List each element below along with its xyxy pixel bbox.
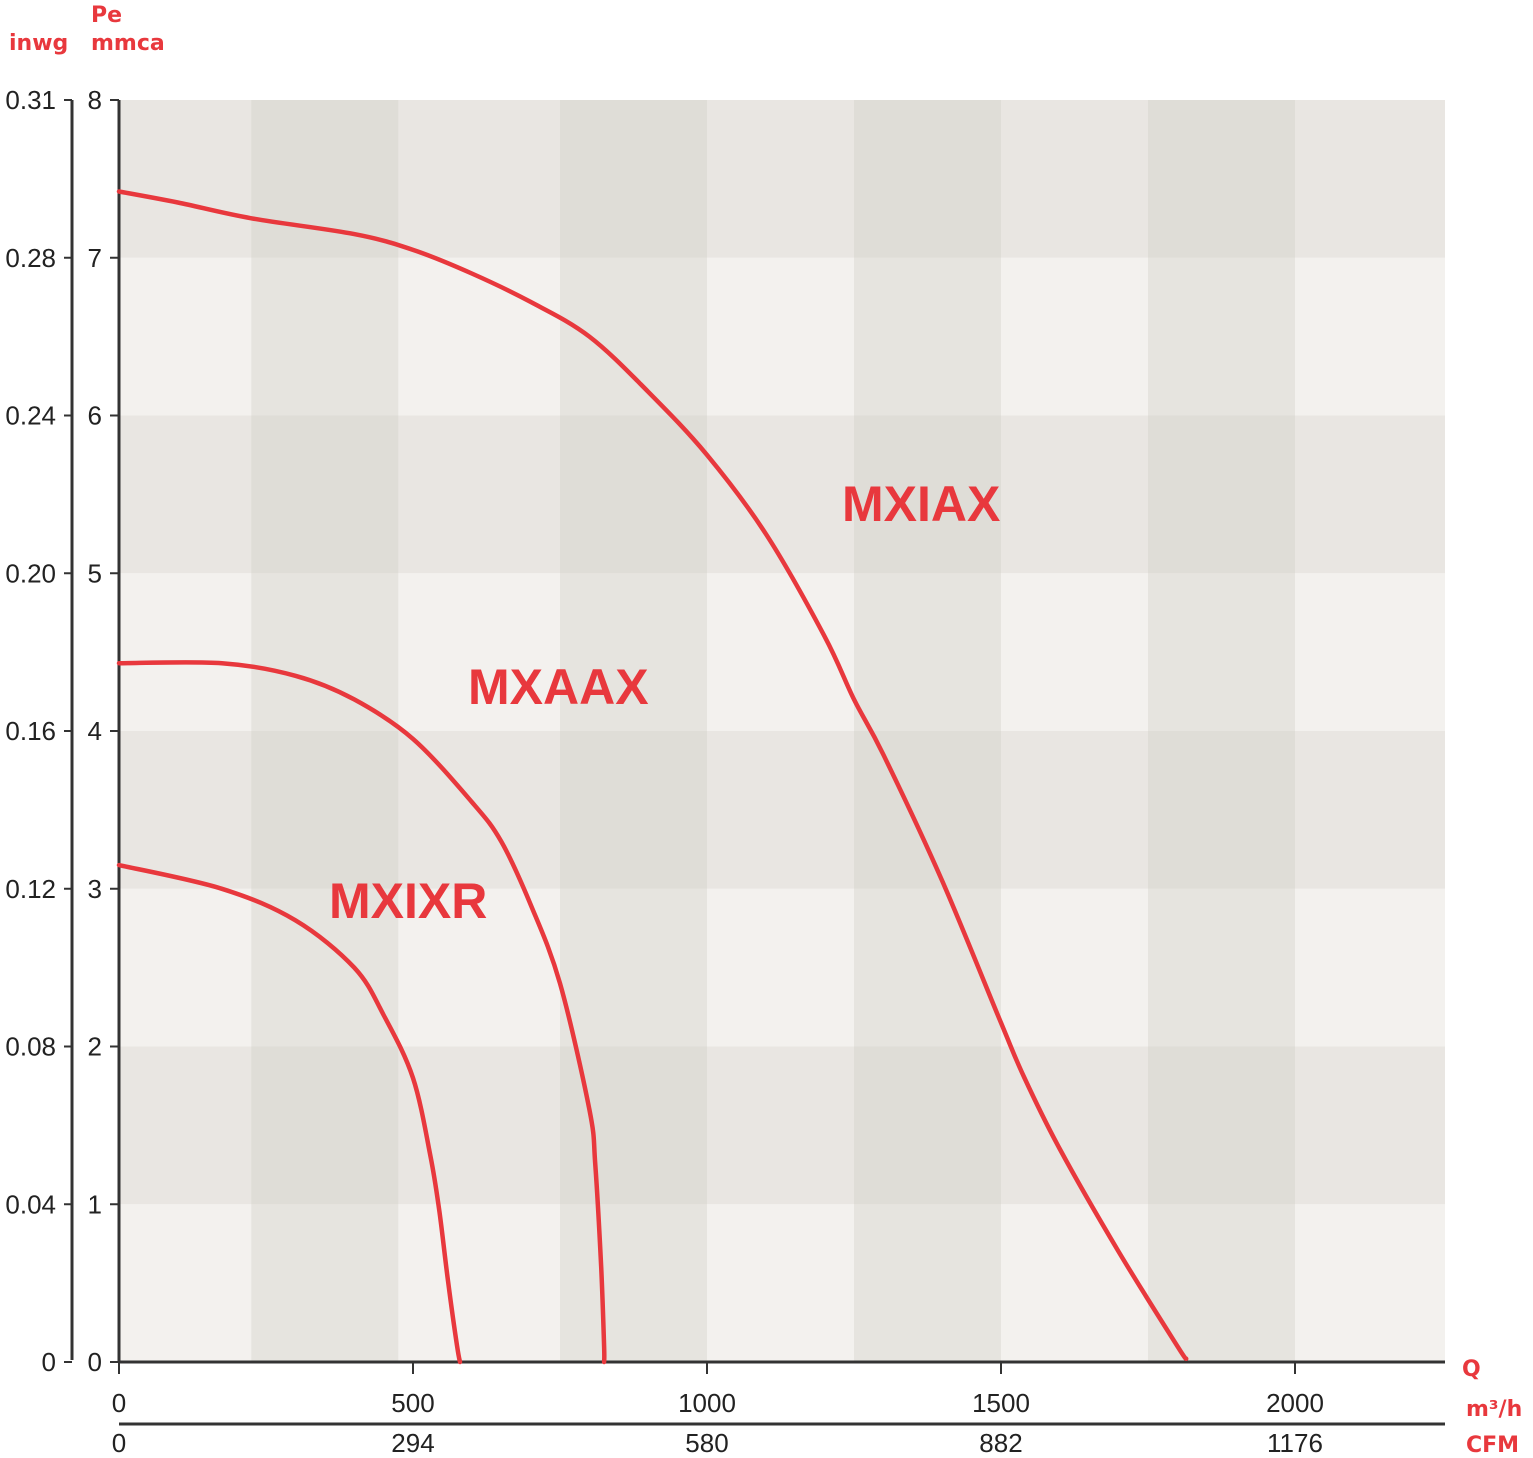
y-tick-label-mmca: 2 [88, 1032, 102, 1062]
chart-column-shading [251, 100, 1295, 1362]
series-label-mxixr: MXIXR [329, 873, 487, 929]
y-tick-label-inwg: 0.20 [5, 558, 56, 588]
x-tick-label-m3h: 1000 [678, 1388, 736, 1418]
grid-band [119, 573, 1445, 731]
x-tick-label-cfm: 0 [112, 1428, 126, 1458]
series-label-mxiax: MXIAX [842, 476, 1000, 532]
y-tick-label-inwg: 0.28 [5, 243, 56, 273]
y-tick-label-inwg: 0.31 [5, 85, 56, 115]
cfm-unit-label: CFM [1466, 1433, 1519, 1458]
performance-curves [116, 189, 1189, 1365]
grid-column [854, 100, 1001, 1362]
grid-band [119, 888, 1445, 1047]
y-tick-label-mmca: 7 [88, 243, 102, 273]
y-tick-label-inwg: 0.12 [5, 874, 56, 904]
y-tick-label-mmca: 5 [88, 558, 102, 588]
series-line-mxixr [116, 862, 463, 1365]
y-tick-label-inwg: 0.24 [5, 401, 56, 431]
grid-column [1148, 100, 1295, 1362]
grid-band [119, 731, 1445, 889]
axis-ticks: 0010.0420.0830.1240.1650.2060.2470.2880.… [5, 85, 1324, 1458]
grid-band [119, 1046, 1445, 1205]
q-unit-label: Q [1462, 1357, 1481, 1382]
series-line-mxaax [116, 660, 607, 1365]
y-tick-label-inwg: 0.16 [5, 716, 56, 746]
grid-band [119, 257, 1445, 416]
grid-band [119, 1204, 1445, 1362]
x-tick-label-m3h: 0 [112, 1388, 126, 1418]
y-tick-label-inwg: 0 [42, 1347, 56, 1377]
y-tick-label-mmca: 1 [88, 1189, 102, 1219]
grid-band [119, 415, 1445, 574]
m3h-unit-label: m³/h [1466, 1397, 1522, 1422]
y-tick-label-mmca: 4 [88, 716, 102, 746]
x-tick-label-cfm: 882 [979, 1428, 1022, 1458]
grid-column [251, 100, 399, 1362]
y-tick-label-mmca: 3 [88, 874, 102, 904]
y-tick-label-inwg: 0.04 [5, 1189, 56, 1219]
x-tick-label-m3h: 2000 [1266, 1388, 1324, 1418]
inwg-unit-label: inwg [9, 31, 68, 56]
mmca-unit-label: mmca [91, 31, 165, 56]
x-tick-label-m3h: 1500 [972, 1388, 1030, 1418]
x-tick-label-cfm: 294 [391, 1428, 434, 1458]
series-label-mxaax: MXAAX [468, 659, 649, 715]
grid-column [560, 100, 707, 1362]
pe-unit-label: Pe [91, 3, 122, 28]
y-tick-label-inwg: 0.08 [5, 1032, 56, 1062]
series-line-mxiax [116, 189, 1189, 1362]
x-tick-label-m3h: 500 [391, 1388, 434, 1418]
y-tick-label-mmca: 6 [88, 401, 102, 431]
x-tick-label-cfm: 580 [685, 1428, 728, 1458]
x-tick-label-cfm: 1176 [1267, 1428, 1323, 1458]
y-tick-label-mmca: 8 [88, 85, 102, 115]
y-tick-label-mmca: 0 [88, 1347, 102, 1377]
